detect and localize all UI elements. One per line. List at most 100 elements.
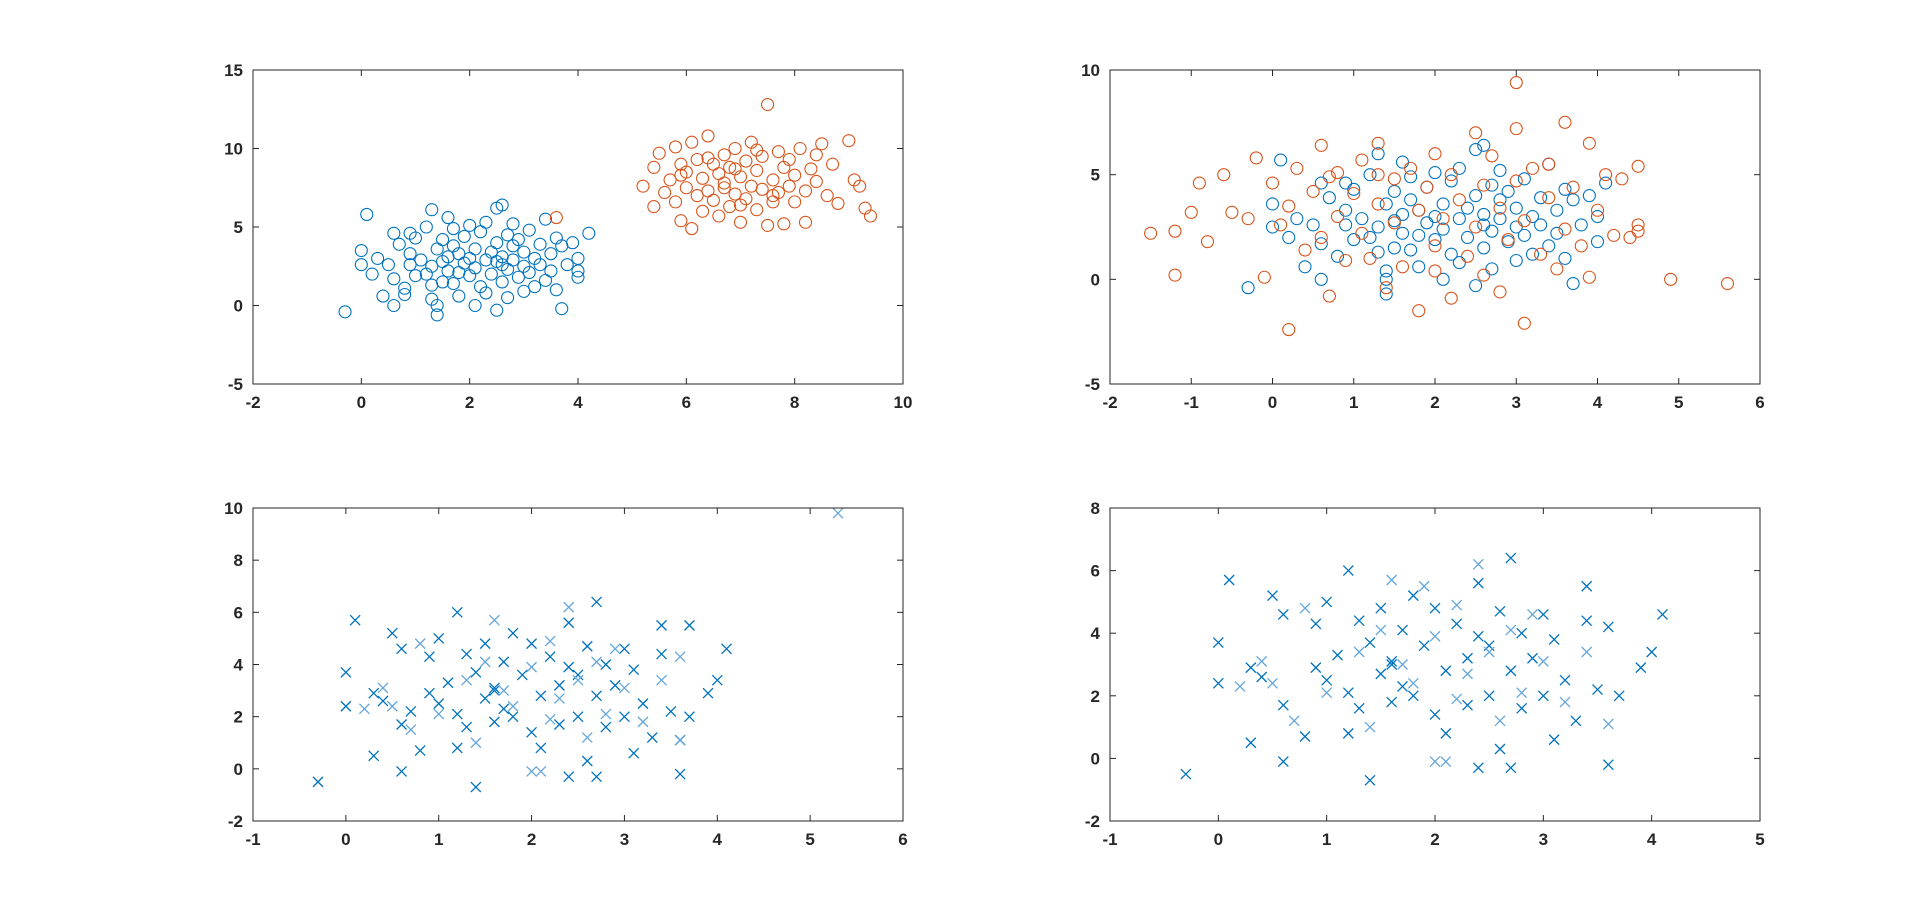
data-point <box>1363 168 1377 182</box>
data-point <box>446 222 460 236</box>
data-point <box>1395 260 1410 274</box>
data-point <box>377 682 389 694</box>
y-tick-label: 8 <box>234 551 243 570</box>
data-point <box>1200 235 1215 249</box>
data-point <box>1460 249 1475 263</box>
data-point <box>1192 176 1206 190</box>
data-point <box>1527 652 1538 664</box>
data-point <box>1558 115 1572 129</box>
data-point <box>766 173 780 187</box>
data-point <box>1542 239 1556 253</box>
data-point <box>1581 646 1593 658</box>
data-point <box>470 666 482 678</box>
data-point <box>1371 197 1385 211</box>
data-point <box>1353 615 1365 627</box>
data-point <box>528 280 542 294</box>
data-point <box>1363 251 1377 265</box>
scatter-plot-bottom-right: -1 0 1 2 3 4 5 -2 0 2 4 6 8 <box>1085 499 1765 849</box>
data-point <box>414 745 426 757</box>
data-point <box>761 218 775 232</box>
data-point <box>501 228 515 242</box>
data-point <box>488 682 500 694</box>
data-point <box>1241 212 1255 226</box>
data-point <box>1428 233 1442 247</box>
data-point <box>1550 262 1564 276</box>
data-point <box>371 251 385 265</box>
data-point <box>674 768 686 780</box>
x-tick-label: 5 <box>1755 830 1764 849</box>
data-point <box>461 721 473 733</box>
data-point <box>1168 224 1182 238</box>
data-point <box>498 685 510 697</box>
data-point <box>728 141 742 156</box>
data-point <box>820 189 834 203</box>
data-point <box>468 298 482 313</box>
data-point <box>1516 702 1528 714</box>
data-point <box>1347 186 1361 201</box>
data-point <box>668 140 683 154</box>
data-point <box>656 619 668 631</box>
data-point <box>516 669 528 681</box>
data-point <box>1451 618 1463 630</box>
data-point <box>1472 577 1484 589</box>
data-point <box>1364 721 1376 733</box>
data-point <box>1615 172 1629 186</box>
x-tick-label: 1 <box>1322 830 1331 849</box>
data-point <box>1420 180 1434 194</box>
y-tick-label: 0 <box>234 297 243 316</box>
data-point <box>1493 201 1507 215</box>
data-point <box>479 215 493 229</box>
data-point <box>831 196 845 210</box>
data-point <box>1436 197 1450 211</box>
data-point <box>706 193 720 207</box>
data-point <box>1404 193 1418 207</box>
y-tick-label: 10 <box>224 140 243 159</box>
data-point <box>1452 256 1466 270</box>
x-tick-label: 4 <box>713 830 723 849</box>
data-point <box>1550 203 1564 217</box>
data-point <box>1265 220 1280 234</box>
data-point <box>1404 161 1418 175</box>
data-point <box>433 708 445 720</box>
data-point <box>1322 170 1336 184</box>
data-point <box>809 148 823 162</box>
data-point <box>522 223 536 237</box>
data-point <box>377 695 389 707</box>
data-point <box>1592 684 1603 695</box>
data-point <box>1290 161 1304 175</box>
data-point <box>1501 184 1515 198</box>
data-point <box>398 281 412 295</box>
data-point <box>436 233 450 247</box>
data-point <box>396 765 408 777</box>
data-point <box>1542 191 1556 205</box>
data-point <box>1462 668 1473 680</box>
data-point <box>1180 768 1192 780</box>
data-point <box>484 267 498 281</box>
data-point <box>511 233 525 247</box>
data-point <box>1599 176 1613 190</box>
data-point <box>1582 136 1596 150</box>
data-point <box>1387 184 1401 198</box>
data-point <box>1527 608 1538 620</box>
data-point <box>600 659 612 670</box>
data-point <box>433 698 445 710</box>
data-point <box>1404 170 1418 184</box>
data-point <box>403 247 417 261</box>
data-point <box>1274 153 1288 167</box>
data-point <box>761 97 775 112</box>
data-point <box>507 711 519 723</box>
data-point <box>470 737 482 749</box>
y-tick-label: 6 <box>1091 562 1100 581</box>
data-point <box>572 711 584 723</box>
data-point <box>340 666 352 678</box>
data-point <box>1493 285 1507 299</box>
x-tick-label: 0 <box>1214 830 1223 849</box>
data-point <box>1386 696 1398 708</box>
data-point <box>701 151 715 165</box>
data-point <box>354 258 368 272</box>
data-point <box>1505 552 1517 564</box>
data-point <box>1347 233 1361 247</box>
data-point <box>386 700 398 712</box>
data-point <box>1462 652 1473 664</box>
data-point <box>376 289 390 303</box>
